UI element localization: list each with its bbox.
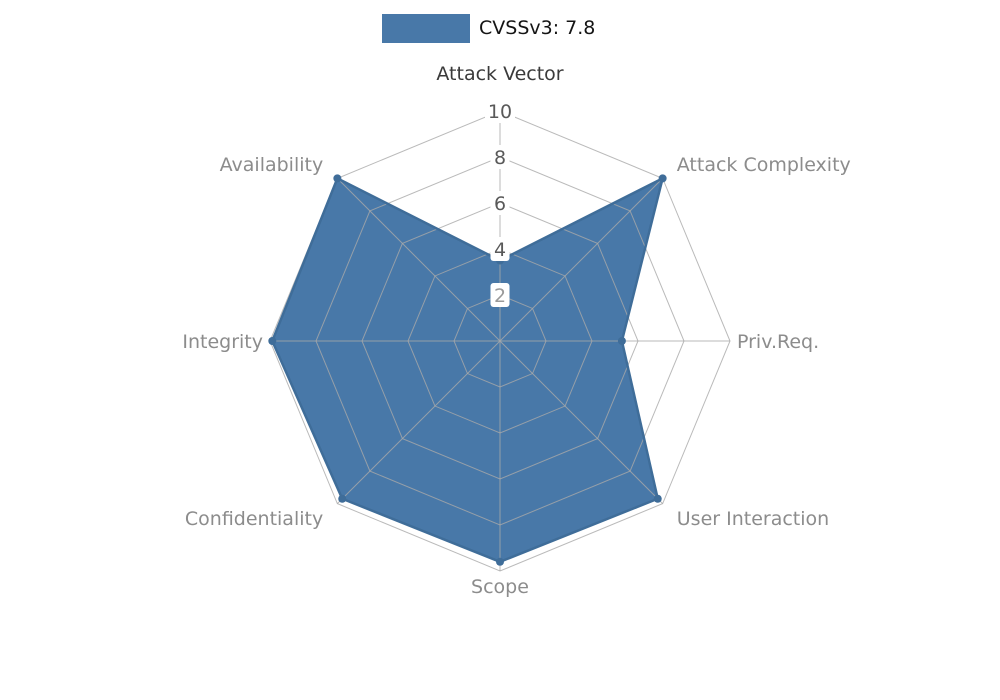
radar-spoke [499, 340, 663, 504]
axis-label-attack-complexity: Attack Complexity [677, 154, 851, 176]
tick-label: 6 [494, 193, 506, 215]
tick-label-box [490, 237, 510, 261]
chart-legend: CVSSv3: 7.8 [382, 14, 595, 43]
radar-series-marker [617, 337, 626, 345]
axis-label-scope: Scope [471, 576, 529, 598]
tick-label: 4 [494, 239, 506, 261]
radar-series-marker [496, 557, 504, 566]
radar-spoke [337, 178, 501, 342]
radar-series-marker [338, 494, 347, 503]
legend-swatch [382, 14, 470, 43]
axis-label-user-interaction: User Interaction [677, 508, 829, 530]
tick-label: 10 [488, 101, 512, 123]
radar-series-marker [653, 494, 662, 503]
axis-label-integrity: Integrity [182, 331, 263, 353]
radar-spoke [337, 340, 501, 504]
tick-label: 2 [494, 285, 506, 307]
tick-label-box [485, 99, 515, 123]
tick-label: 8 [494, 147, 506, 169]
axis-label-availability: Availability [220, 154, 324, 176]
radar-series-fill [272, 178, 663, 562]
tick-label-box [490, 283, 510, 307]
tick-label-box [490, 191, 510, 215]
radar-series-marker [658, 174, 667, 183]
radar-series-marker [268, 337, 277, 345]
legend-label: CVSSv3: 7.8 [479, 17, 596, 39]
radar-series-marker [333, 174, 342, 183]
tick-label-box [490, 145, 510, 169]
axis-label-confidentiality: Confidentiality [185, 508, 323, 530]
axis-label-attack-vector: Attack Vector [436, 63, 563, 85]
axis-label-priv-req: Priv.Req. [737, 331, 819, 353]
radar-spoke [499, 178, 663, 342]
